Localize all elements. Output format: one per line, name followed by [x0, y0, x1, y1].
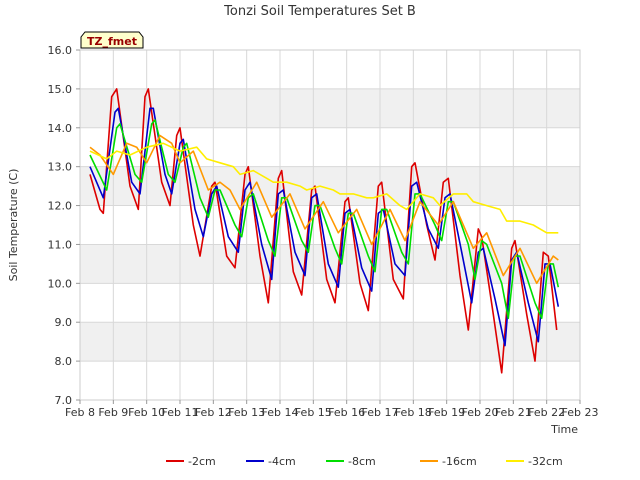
plot-band: [80, 166, 580, 206]
x-tick-label: Feb 23: [562, 406, 599, 419]
y-tick-label: 13.0: [48, 161, 73, 174]
x-tick-label: Feb 19: [428, 406, 465, 419]
plot-band: [80, 244, 580, 284]
legend-label: -2cm: [188, 455, 216, 468]
badge-label: TZ_fmet: [87, 35, 137, 48]
legend: -2cm -4cm -8cm -16cm -32cm: [166, 455, 563, 468]
x-tick-label: Feb 18: [395, 406, 432, 419]
plot-frame: [79, 49, 581, 401]
x-tick-label: Feb 10: [128, 406, 165, 419]
x-tick-label: Feb 13: [228, 406, 265, 419]
y-axis-ticks: 7.0 8.0 9.0 10.0 11.0 12.0 13.0 14.0 15.0 16.0: [48, 44, 80, 407]
y-tick-label: 7.0: [55, 394, 73, 407]
x-tick-label: Feb 14: [262, 406, 299, 419]
y-tick-label: 12.0: [48, 200, 73, 213]
plot-band: [80, 88, 580, 128]
legend-label: -16cm: [442, 455, 477, 468]
y-tick-label: 11.0: [48, 238, 73, 251]
x-tick-label: Feb 16: [328, 406, 365, 419]
series-line-16cmcm-line: [89, 134, 559, 285]
x-tick-label: Feb 22: [528, 406, 565, 419]
x-tick-label: Feb 11: [162, 406, 199, 419]
y-tick-label: 10.0: [48, 277, 73, 290]
y-tick-label: 15.0: [48, 83, 73, 96]
y-tick-label: 8.0: [55, 355, 73, 368]
chart-title: Tonzi Soil Temperatures Set B: [223, 4, 416, 19]
x-axis-label: Time: [550, 423, 578, 436]
series-line-32cmcm-line: [89, 142, 559, 234]
x-tick-label: Feb 9: [98, 406, 128, 419]
legend-label: -8cm: [348, 455, 376, 468]
x-tick-label: Feb 15: [295, 406, 332, 419]
x-tick-label: Feb 21: [495, 406, 532, 419]
legend-label: -4cm: [268, 455, 296, 468]
x-tick-label: Feb 20: [462, 406, 499, 419]
y-tick-label: 16.0: [48, 44, 73, 57]
series-lines: [89, 88, 560, 374]
badge: TZ_fmet: [80, 31, 144, 49]
legend-label: -32cm: [528, 455, 563, 468]
series-line-4cmcm-line: [89, 107, 560, 347]
x-tick-label: Feb 8: [65, 406, 95, 419]
x-tick-label: Feb 17: [362, 406, 399, 419]
y-tick-label: 9.0: [55, 316, 73, 329]
series-line-2cmcm-line: [89, 88, 558, 374]
y-tick-label: 14.0: [48, 122, 73, 135]
y-axis-label: Soil Temperature (C): [7, 169, 20, 282]
x-tick-label: Feb 12: [195, 406, 232, 419]
series-line-8cmcm-line: [89, 119, 560, 320]
